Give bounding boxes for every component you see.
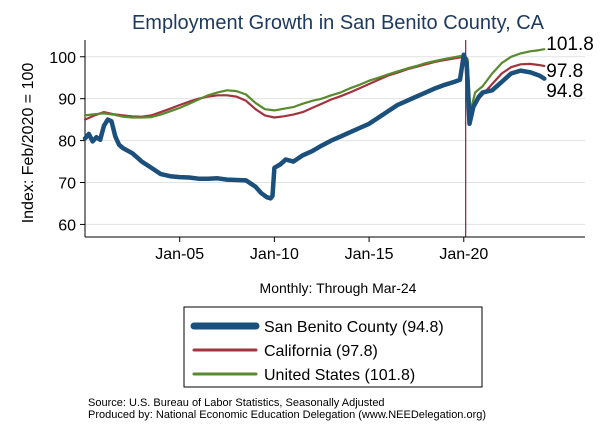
x-tick-label: Jan-15 (345, 246, 394, 263)
x-axis-ticks: Jan-05 Jan-10 Jan-15 Jan-20 (155, 237, 488, 263)
y-tick-label: 100 (49, 50, 76, 67)
series-line-1 (83, 55, 546, 121)
series-end-labels: 94.897.8 101.8 (546, 34, 594, 102)
x-tick-label: Jan-10 (250, 246, 299, 263)
x-tick-label: Jan-20 (439, 246, 488, 263)
source-note: Source: U.S. Bureau of Labor Statistics,… (88, 397, 385, 409)
series-line-2 (83, 48, 546, 119)
legend-label-2: United States (101.8) (264, 367, 415, 384)
chart-title: Employment Growth in San Benito County, … (132, 12, 545, 34)
x-tick-label: Jan-05 (155, 246, 204, 263)
legend-label-1: California (97.8) (264, 343, 378, 360)
y-axis-ticks: 60 70 80 90 100 (49, 50, 85, 234)
legend-label-0: San Benito County (94.8) (264, 319, 444, 336)
y-tick-label: 60 (58, 217, 76, 234)
y-axis-label: Index: Feb/2020 = 100 (20, 63, 37, 224)
end-label-2: 101.8 (546, 34, 594, 55)
x-axis-label: Monthly: Through Mar-24 (260, 280, 417, 296)
legend: San Benito County (94.8) California (97.8… (190, 319, 444, 384)
y-tick-label: 90 (58, 92, 76, 109)
producer-note: Produced by: National Economic Education… (88, 409, 486, 421)
y-tick-label: 80 (58, 134, 76, 151)
end-label-1: 97.8 (546, 61, 583, 82)
y-tick-label: 70 (58, 176, 76, 193)
series-lines (82, 48, 547, 201)
series-line-0 (82, 52, 547, 201)
end-label-0: 94.8 (546, 81, 583, 102)
